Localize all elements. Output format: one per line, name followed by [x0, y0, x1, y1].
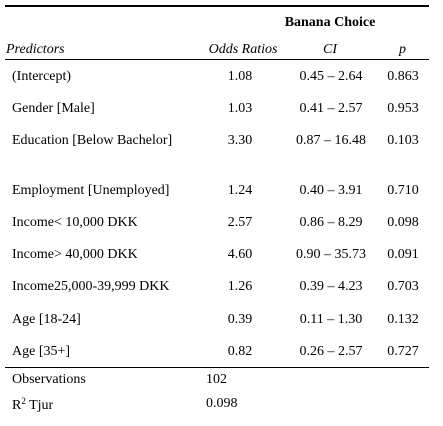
- top-rule: [5, 5, 429, 7]
- cell-ci: 0.26 – 2.57: [299, 344, 363, 359]
- cell-p-value: 0.710: [387, 183, 419, 198]
- cell-odds-ratio: 1.08: [227, 69, 253, 84]
- cell-p-value: 0.727: [387, 344, 419, 359]
- header-predictors: Predictors: [6, 42, 65, 57]
- cell-predictor: Income< 10,000 DKK: [12, 215, 138, 230]
- r2-label-superscript: 2: [21, 396, 26, 406]
- cell-predictor: Employment [Unemployed]: [12, 183, 170, 198]
- cell-p-value: 0.703: [387, 279, 419, 294]
- r2-label-rest: Tjur: [25, 398, 54, 413]
- cell-predictor: Gender [Male]: [12, 101, 95, 116]
- cell-predictor: Income25,000-39,999 DKK: [12, 279, 170, 294]
- cell-odds-ratio: 1.24: [227, 183, 253, 198]
- cell-ci: 0.11 – 1.30: [299, 312, 363, 327]
- cell-odds-ratio: 4.60: [227, 247, 253, 262]
- r2-value: 0.098: [206, 396, 238, 411]
- r2-label: R2 Tjur: [12, 397, 53, 414]
- observations-label: Observations: [12, 372, 86, 387]
- cell-p-value: 0.132: [387, 312, 419, 327]
- cell-ci: 0.86 – 8.29: [299, 215, 363, 230]
- observations-value: 102: [206, 372, 227, 387]
- cell-odds-ratio: 1.03: [227, 101, 253, 116]
- cell-odds-ratio: 0.82: [227, 344, 253, 359]
- cell-p-value: 0.098: [387, 215, 419, 230]
- cell-odds-ratio: 2.57: [227, 215, 253, 230]
- cell-ci: 0.90 – 35.73: [296, 247, 366, 262]
- cell-ci: 0.87 – 16.48: [296, 133, 366, 148]
- cell-ci: 0.41 – 2.57: [299, 101, 363, 116]
- r2-label-r: R: [12, 398, 22, 413]
- header-ci: CI: [323, 42, 337, 57]
- header-rule: [5, 59, 429, 60]
- cell-odds-ratio: 3.30: [227, 133, 253, 148]
- cell-p-value: 0.953: [387, 101, 419, 116]
- header-p: p: [399, 42, 406, 57]
- cell-ci: 0.39 – 4.23: [299, 279, 363, 294]
- cell-predictor: Age [18-24]: [12, 312, 81, 327]
- cell-predictor: Income> 40,000 DKK: [12, 247, 138, 262]
- cell-odds-ratio: 0.39: [227, 312, 253, 327]
- cell-predictor: (Intercept): [12, 69, 72, 84]
- footer-rule: [5, 367, 429, 368]
- cell-ci: 0.40 – 3.91: [299, 183, 363, 198]
- cell-ci: 0.45 – 2.64: [299, 69, 363, 84]
- cell-predictor: Education [Below Bachelor]: [12, 133, 173, 148]
- cell-p-value: 0.863: [387, 69, 419, 84]
- cell-p-value: 0.091: [387, 247, 419, 262]
- cell-odds-ratio: 1.26: [227, 279, 253, 294]
- cell-predictor: Age [35+]: [12, 344, 71, 359]
- header-odds-ratios: Odds Ratios: [208, 42, 278, 57]
- cell-p-value: 0.103: [387, 133, 419, 148]
- dependent-variable-title: Banana Choice: [284, 15, 376, 30]
